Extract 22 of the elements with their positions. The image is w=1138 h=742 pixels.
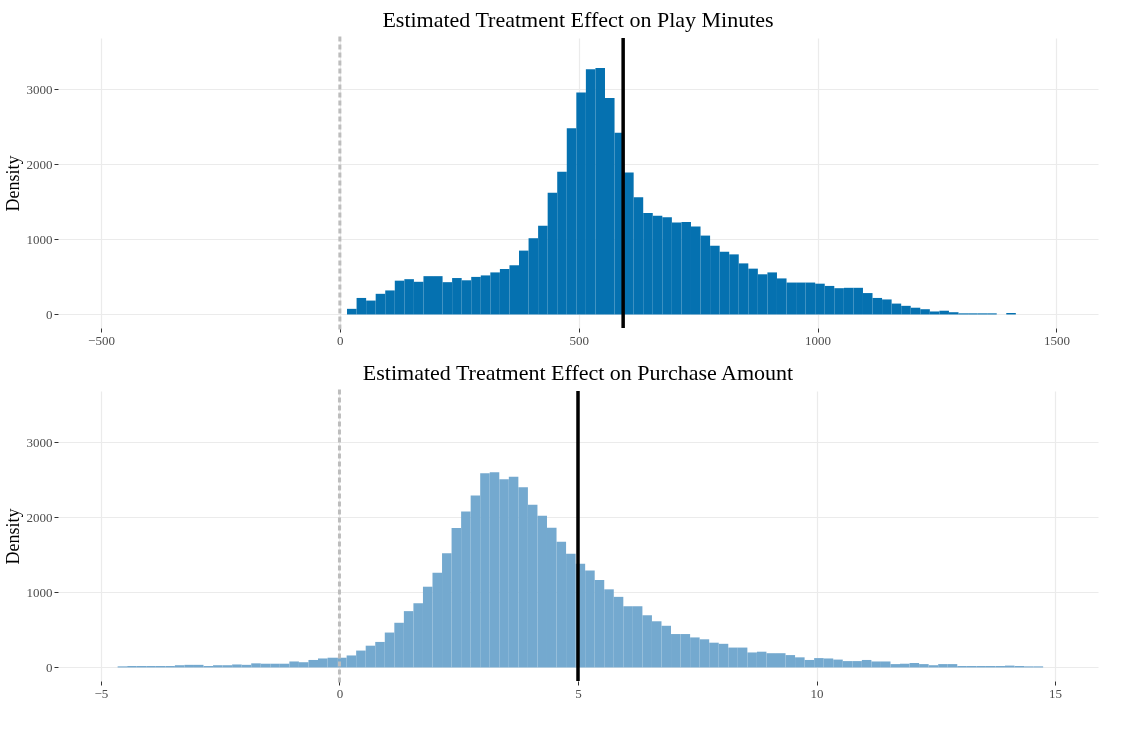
y-tick-label: 0 [46, 659, 53, 675]
x-tick-label: 0 [336, 685, 344, 701]
x-tick-label: 15 [1049, 685, 1063, 701]
y-tick-label: 2000 [26, 156, 53, 172]
x-tick-label: 0 [337, 332, 344, 348]
y-tick-label: 3000 [26, 434, 53, 450]
y-tick-label: 0 [46, 306, 53, 322]
x-tick-label: −5 [94, 685, 109, 701]
y-axis-title: Density [2, 155, 23, 212]
y-axis-title: Density [2, 508, 23, 565]
y-tick-label: 2000 [26, 509, 53, 525]
x-tick-label: 5 [575, 685, 582, 701]
x-tick-label: 1000 [805, 332, 832, 348]
x-tick-label: 1500 [1043, 332, 1070, 348]
x-tick-label: 500 [569, 332, 589, 348]
chart-title: Estimated Treatment Effect on Purchase Amount [362, 359, 794, 385]
x-tick-label: −500 [88, 332, 115, 348]
y-tick-label: 1000 [26, 231, 53, 247]
y-tick-label: 1000 [26, 584, 53, 600]
x-tick-label: 10 [810, 685, 824, 701]
y-tick-label: 3000 [26, 81, 53, 97]
chart-title: Estimated Treatment Effect on Play Minutes [382, 6, 774, 32]
